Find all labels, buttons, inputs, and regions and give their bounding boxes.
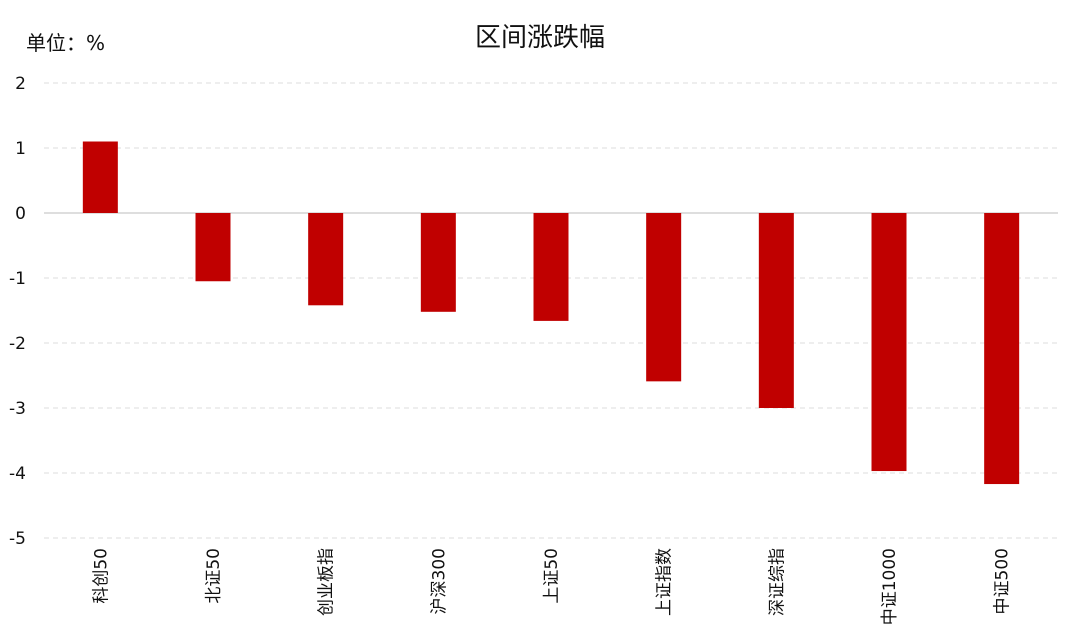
x-axis-ticks: 科创50 北证50 创业板指 沪深300 上证50 上证指数 深证综指 中证1000 中证500: [91, 548, 1012, 625]
bar: [195, 213, 231, 282]
chart-title: 区间涨跌幅: [475, 23, 605, 53]
bar: [646, 213, 682, 382]
x-tick-label: 深证综指: [767, 548, 787, 616]
bar: [871, 213, 907, 472]
bar: [420, 213, 456, 312]
unit-label: 单位：%: [26, 31, 105, 55]
x-tick-label: 中证1000: [880, 548, 900, 625]
y-tick-label: 1: [15, 139, 26, 159]
y-tick-label: 2: [15, 74, 26, 94]
y-axis-ticks: 2 1 0 -1 -2 -3 -4 -5: [9, 74, 26, 549]
y-tick-label: -4: [9, 464, 26, 484]
bar: [758, 213, 794, 408]
x-tick-label: 上证50: [542, 548, 562, 604]
x-tick-label: 中证500: [993, 548, 1013, 614]
x-tick-label: 上证指数: [655, 548, 675, 616]
x-tick-label: 北证50: [204, 548, 224, 604]
bar: [984, 213, 1020, 485]
y-tick-label: -5: [9, 529, 26, 549]
y-tick-label: 0: [15, 204, 26, 224]
y-tick-label: -1: [9, 269, 26, 289]
y-tick-label: -2: [9, 334, 26, 354]
x-tick-label: 沪深300: [429, 548, 449, 614]
y-tick-label: -3: [9, 399, 26, 419]
x-tick-label: 科创50: [91, 548, 111, 604]
bars: [82, 141, 1020, 485]
bar: [533, 213, 569, 321]
x-tick-label: 创业板指: [317, 548, 337, 616]
bar: [308, 213, 344, 306]
bar: [82, 141, 118, 213]
